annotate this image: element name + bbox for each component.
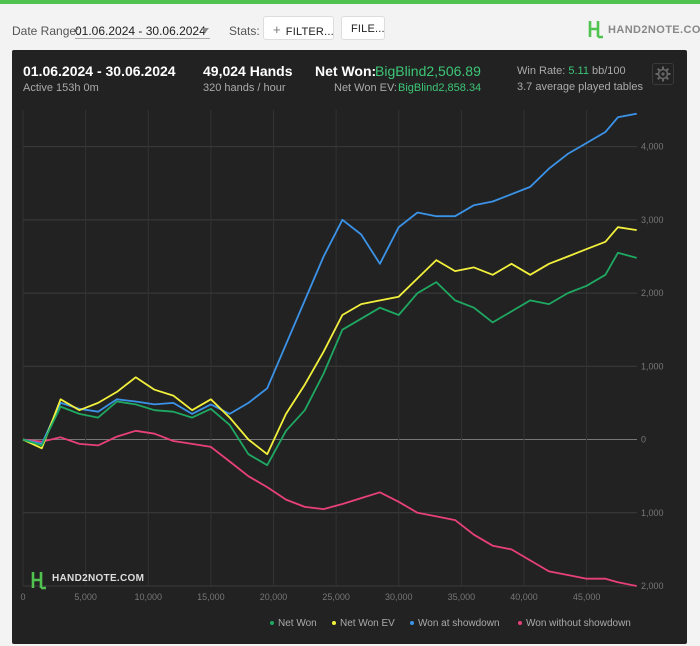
filter-button-label: FILTER... [285, 26, 334, 38]
avg-tables: 3.7 average played tables [517, 81, 643, 93]
stats-label: Stats: [229, 24, 260, 38]
date-range-selector[interactable]: 01.06.2024 - 30.06.2024 [75, 24, 206, 38]
series-line-0 [22, 251, 637, 467]
net-won-value: BigBlind2,506.89 [375, 63, 481, 79]
y-tick-label: 0 [641, 435, 646, 445]
y-tick-label: 1,000 [641, 361, 664, 371]
filter-button[interactable]: + FILTER... [263, 16, 334, 40]
x-tick-label: 0 [20, 592, 25, 602]
legend-dot [518, 621, 522, 625]
x-tick-label: 30,000 [385, 592, 413, 602]
y-tick-label: 2,000 [641, 288, 664, 298]
x-tick-label: 40,000 [510, 592, 538, 602]
summary-hands-rate: 320 hands / hour [203, 82, 286, 94]
toolbar: Date Range: 01.06.2024 - 30.06.2024 Stat… [0, 4, 700, 50]
win-rate-value: 5.11 [568, 65, 589, 77]
x-tick-label: 15,000 [197, 592, 225, 602]
net-won-ev-value: BigBlind2,858.34 [398, 82, 482, 94]
net-won-label: Net Won: [315, 63, 377, 79]
legend-dot [270, 621, 274, 625]
date-range-underline [75, 38, 210, 39]
legend-dot [332, 621, 336, 625]
logo-text: HAND2NOTE.COM [608, 24, 700, 36]
legend-label: Won at showdown [418, 618, 500, 629]
series-line-3 [22, 429, 637, 587]
legend-won-without-showdown[interactable]: Won without showdown [518, 618, 631, 629]
win-rate-label: Win Rate: [517, 65, 566, 77]
chart-grid [22, 110, 637, 587]
summary-active-time: Active 153h 0m [23, 82, 99, 94]
x-tick-label: 35,000 [448, 592, 476, 602]
y-tick-label: 1,000 [641, 508, 664, 518]
legend-label: Won without showdown [526, 618, 631, 629]
settings-button[interactable] [652, 63, 674, 85]
graph-panel: 01.06.2024 - 30.06.2024 Active 153h 0m 4… [12, 50, 687, 644]
watermark-logo-icon [31, 572, 46, 590]
x-tick-label: 25,000 [322, 592, 350, 602]
win-rate: Win Rate: 5.11 bb/100 [517, 65, 626, 77]
file-button-label: FILE... [351, 23, 385, 35]
x-axis-ticks: 0 5,000 10,000 15,000 20,000 25,000 30,000 35,0… [20, 592, 600, 602]
legend-net-won[interactable]: Net Won [270, 618, 317, 629]
net-won-ev-label: Net Won EV: [334, 82, 397, 94]
top-accent-bar [0, 0, 700, 4]
y-tick-label: 2,000 [641, 581, 664, 591]
legend-net-won-ev[interactable]: Net Won EV [332, 618, 395, 629]
summary-hands: 49,024 Hands [203, 63, 293, 79]
chevron-down-icon[interactable] [201, 28, 209, 33]
y-tick-label: 3,000 [641, 215, 664, 225]
summary-period: 01.06.2024 - 30.06.2024 [23, 63, 176, 79]
y-axis-ticks: 4,000 3,000 2,000 1,000 0 1,000 2,000 [641, 142, 664, 591]
series-line-1 [22, 226, 637, 456]
x-tick-label: 5,000 [74, 592, 97, 602]
date-range-label: Date Range: [12, 24, 80, 38]
x-tick-label: 45,000 [573, 592, 601, 602]
legend-label: Net Won [278, 618, 317, 629]
x-tick-label: 20,000 [260, 592, 288, 602]
series-line-2 [22, 112, 637, 445]
x-tick-label: 10,000 [134, 592, 162, 602]
win-rate-unit: bb/100 [592, 65, 626, 77]
legend-label: Net Won EV [340, 618, 395, 629]
legend-won-at-showdown[interactable]: Won at showdown [410, 618, 500, 629]
hand2note-watermark: HAND2NOTE.COM [30, 570, 144, 595]
legend-dot [410, 621, 414, 625]
profit-chart: 4,000 3,000 2,000 1,000 0 1,000 2,000 0 5,000 10… [20, 110, 664, 602]
chart-series [22, 112, 637, 587]
gear-icon [655, 66, 671, 82]
file-button[interactable]: FILE... [341, 16, 385, 40]
y-tick-label: 4,000 [641, 142, 664, 152]
hand2note-logo-icon [588, 21, 603, 39]
watermark-text: HAND2NOTE.COM [52, 573, 145, 584]
plus-icon: + [273, 22, 281, 37]
